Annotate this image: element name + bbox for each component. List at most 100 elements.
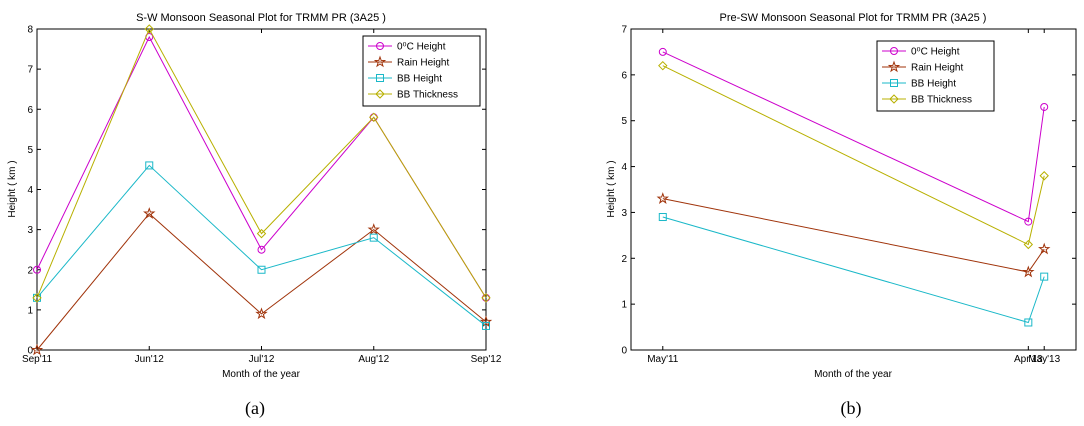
series-square <box>33 161 490 330</box>
data-point <box>145 161 154 170</box>
legend-label: 0⁰C Height <box>397 42 446 53</box>
series-circle <box>658 47 1049 226</box>
y-tick-label: 4 <box>27 185 33 196</box>
y-tick-label: 6 <box>27 105 33 116</box>
data-point <box>257 245 266 254</box>
legend-label: BB Thickness <box>397 90 458 101</box>
series-diamond <box>658 60 1049 250</box>
x-tick-label: May'13 <box>1028 354 1060 365</box>
x-tick-label: Sep'11 <box>22 354 53 365</box>
data-point <box>1022 265 1035 278</box>
chart-b-plot-area <box>630 28 1077 351</box>
data-point <box>1039 171 1049 181</box>
series-star <box>30 207 493 356</box>
x-tick-label: Aug'12 <box>358 354 389 365</box>
chart-a-caption: (a) <box>245 398 265 419</box>
data-point <box>1040 102 1049 111</box>
data-point <box>658 47 667 56</box>
series-line <box>662 198 1045 273</box>
chart-b-series <box>656 47 1051 327</box>
data-point <box>257 265 266 274</box>
series-star <box>656 192 1051 278</box>
data-point <box>1038 242 1051 255</box>
y-tick-label: 5 <box>621 116 627 127</box>
legend-swatch-marker <box>889 94 899 104</box>
series-line <box>662 65 1045 246</box>
data-point <box>33 265 41 274</box>
series-line <box>36 164 487 327</box>
data-point <box>658 213 667 222</box>
series-line <box>36 27 487 299</box>
legend-swatch-marker <box>890 47 898 55</box>
y-tick-label: 7 <box>621 25 627 36</box>
data-point <box>1024 318 1033 327</box>
legend-label: 0⁰C Height <box>911 47 960 58</box>
data-point <box>1024 217 1033 226</box>
data-point <box>479 315 493 328</box>
x-tick-label: Sep'12 <box>471 354 502 365</box>
data-point <box>256 228 267 239</box>
y-tick-label: 4 <box>621 162 627 173</box>
data-point <box>658 60 668 71</box>
y-tick-label: 0 <box>621 346 627 357</box>
chart-b-title: Pre-SW Monsoon Seasonal Plot for TRMM PR… <box>720 12 987 24</box>
chart-a-title: S-W Monsoon Seasonal Plot for TRMM PR (3… <box>136 12 386 24</box>
chart-b-legend: 0⁰C Height Rain Height BB Height BB Thickne… <box>876 40 995 112</box>
chart-b-y-ticks: 0 1 2 3 4 5 6 7 <box>621 25 1076 357</box>
y-tick-label: 2 <box>27 265 33 276</box>
data-point <box>143 207 156 219</box>
y-tick-label: 7 <box>27 65 33 76</box>
data-point <box>367 223 380 235</box>
data-point <box>30 343 44 356</box>
y-tick-label: 0 <box>27 346 33 357</box>
chart-b: Pre-SW Monsoon Seasonal Plot for TRMM PR… <box>606 12 1077 419</box>
legend-swatch-marker <box>890 79 898 87</box>
y-tick-label: 3 <box>621 208 627 219</box>
data-point <box>656 192 669 204</box>
data-point <box>255 307 268 320</box>
y-tick-label: 2 <box>621 254 627 265</box>
y-tick-label: 1 <box>27 305 33 316</box>
chart-a-xlabel: Month of the year <box>222 369 300 380</box>
data-point <box>144 24 154 34</box>
chart-b-caption: (b) <box>841 398 862 419</box>
series-line <box>662 51 1045 223</box>
data-point <box>481 293 491 303</box>
data-point <box>32 293 42 303</box>
legend-swatch-marker <box>373 55 387 68</box>
series-diamond <box>32 24 491 303</box>
legend-label: BB Height <box>911 79 956 90</box>
legend-swatch-marker <box>376 74 384 82</box>
chart-b-ylabel: Height ( km ) <box>606 160 617 217</box>
chart-a-y-ticks: 0 1 2 3 4 5 6 7 8 <box>27 25 486 357</box>
data-point <box>369 233 378 242</box>
y-tick-label: 6 <box>621 70 627 81</box>
chart-a-legend: 0⁰C Height Rain Height BB Height BB Thickne… <box>362 35 481 107</box>
x-tick-label: Jun'12 <box>135 354 165 365</box>
series-line <box>36 212 487 351</box>
legend-label: Rain Height <box>911 63 963 74</box>
chart-a-series <box>30 24 493 356</box>
legend-swatch-marker <box>376 42 384 50</box>
x-tick-label: May'11 <box>647 354 679 365</box>
series-line <box>662 216 1045 324</box>
data-point <box>1040 272 1049 281</box>
x-tick-label: Apr'13 <box>1014 354 1043 365</box>
data-point <box>482 321 490 330</box>
legend-label: Rain Height <box>397 58 449 69</box>
chart-a-ylabel: Height ( km ) <box>7 160 18 217</box>
legend-label: BB Height <box>397 74 442 85</box>
chart-a-x-ticks: Sep'11 Jun'12 Jul'12 Aug'12 Sep'12 <box>22 29 502 365</box>
x-tick-label: Jul'12 <box>249 354 275 365</box>
y-tick-label: 5 <box>27 145 33 156</box>
data-point <box>369 112 379 122</box>
data-point <box>1023 239 1034 250</box>
y-tick-label: 8 <box>27 25 33 36</box>
legend-swatch-marker <box>887 60 901 73</box>
y-tick-label: 1 <box>621 300 627 311</box>
legend-swatch-marker <box>375 89 385 99</box>
y-tick-label: 3 <box>27 225 33 236</box>
chart-a: S-W Monsoon Seasonal Plot for TRMM PR (3… <box>7 12 502 419</box>
